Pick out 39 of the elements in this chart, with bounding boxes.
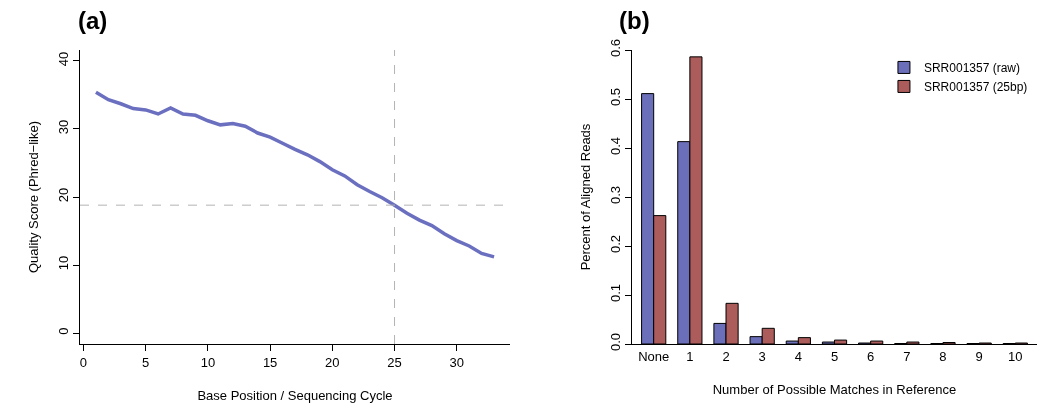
y-tick-label: 0.6	[607, 39, 623, 58]
y-axis-title: Quality Score (Phred−like)	[25, 120, 41, 274]
x-tick-label: 6	[867, 348, 875, 364]
y-tick-label: 30	[55, 119, 71, 135]
legend-label: SRR001357 (raw)	[923, 61, 1020, 76]
x-tick-label: 9	[975, 348, 983, 364]
y-tick-label: 0.5	[607, 88, 623, 107]
y-axis-title: Percent of Aligned Reads	[577, 123, 593, 271]
x-tick-label: None	[638, 348, 670, 364]
chart-title: (b)	[618, 7, 650, 35]
x-tick-label: 7	[903, 348, 911, 364]
x-tick-label: 15	[262, 354, 278, 370]
y-tick-label: 0.0	[607, 333, 623, 352]
line-series	[94, 90, 496, 259]
x-tick-label: 1	[686, 348, 694, 364]
y-tick-label: 0.3	[607, 186, 623, 205]
y-tick-label: 10	[55, 255, 71, 271]
x-tick-label: 10	[1008, 348, 1023, 364]
y-tick-label: 0.4	[607, 137, 623, 156]
x-tick-label: 20	[325, 354, 340, 370]
x-tick-label: 25	[387, 354, 402, 370]
x-tick-label: 5	[830, 348, 839, 364]
x-tick-label: 4	[794, 348, 802, 364]
x-axis-title: Number of Possible Matches in Reference	[712, 382, 957, 398]
x-tick-label: 8	[939, 348, 947, 364]
y-tick-label: 0.1	[607, 284, 623, 303]
x-tick-label: 30	[449, 354, 464, 370]
x-tick-label: 5	[142, 354, 150, 370]
y-tick-label: 40	[55, 51, 71, 67]
y-tick-label: 0.2	[607, 235, 623, 254]
chart-title: (a)	[78, 7, 108, 35]
x-tick-label: 3	[758, 348, 766, 364]
y-tick-label: 0	[55, 327, 71, 335]
x-tick-label: 2	[722, 348, 730, 364]
x-tick-label: 0	[79, 354, 88, 370]
y-tick-label: 20	[55, 187, 71, 203]
x-tick-label: 10	[200, 354, 216, 370]
legend-label: SRR001357 (25bp)	[923, 80, 1028, 95]
x-axis-title: Base Position / Sequencing Cycle	[197, 388, 393, 404]
